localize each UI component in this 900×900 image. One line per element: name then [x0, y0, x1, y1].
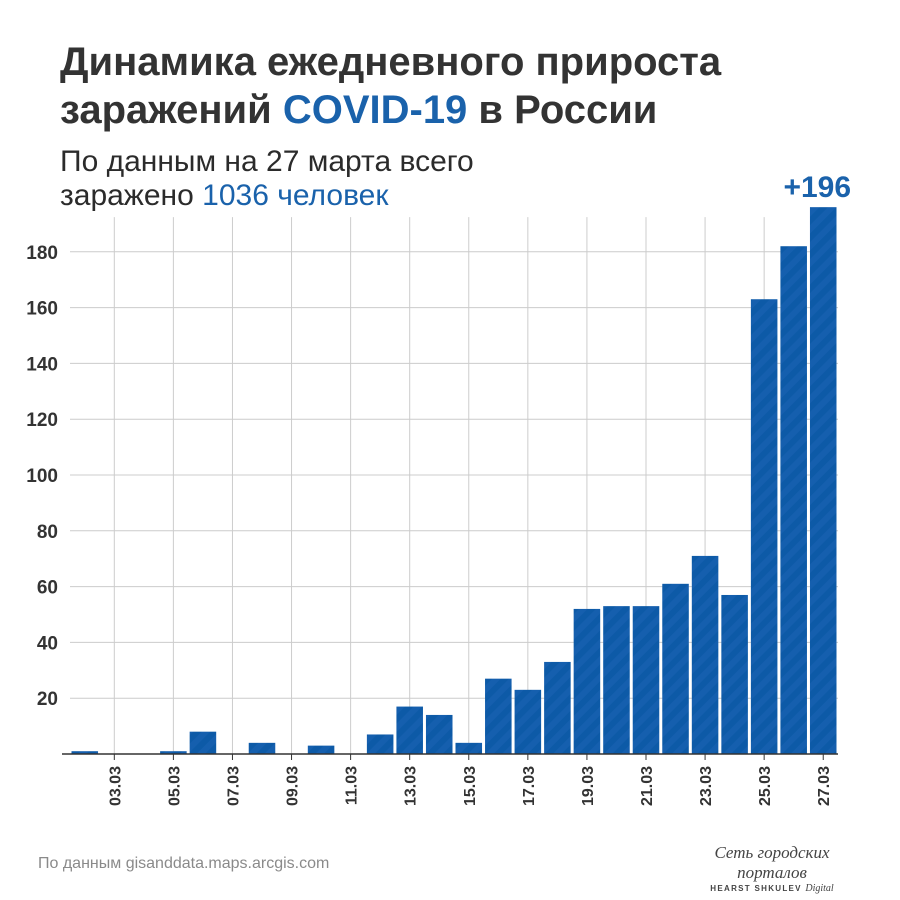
title-line-1: Динамика ежедневного прироста — [60, 40, 722, 84]
bar-18.03 — [544, 661, 571, 754]
y-tick-label: 180 — [26, 243, 58, 264]
bar-25.03 — [750, 299, 778, 754]
bar-27.03 — [809, 207, 837, 754]
bar-20.03 — [603, 606, 630, 754]
bar-24.03 — [721, 594, 748, 754]
subtitle-total: 1036 человек — [202, 179, 389, 212]
bar-10.03 — [307, 745, 335, 754]
logo-line-1: Сеть городских порталов — [714, 843, 830, 882]
peak-annotation: +196 — [783, 171, 851, 204]
y-tick-label: 80 — [37, 522, 58, 543]
bar-02.03 — [71, 751, 99, 754]
x-tick-label: 23.03 — [698, 766, 715, 806]
y-tick-label: 140 — [26, 354, 58, 375]
axes — [62, 753, 838, 760]
x-tick-label: 21.03 — [639, 766, 656, 806]
title-line-2: заражений COVID-19 в России — [60, 86, 860, 134]
bar-15.03 — [455, 742, 483, 754]
bar-05.03 — [160, 751, 187, 754]
chart-subtitle: По данным на 27 марта всего заражено 103… — [60, 145, 780, 213]
x-tick-label: 09.03 — [285, 766, 302, 806]
y-tick-label: 60 — [37, 578, 58, 599]
bar-22.03 — [662, 583, 689, 754]
x-tick-label: 15.03 — [462, 766, 479, 806]
bar-19.03 — [573, 608, 601, 754]
x-tick-label: 17.03 — [521, 766, 538, 806]
chart-title: Динамика ежедневного прироста заражений … — [60, 38, 860, 134]
subtitle-line-2: заражено 1036 человек — [60, 179, 780, 213]
y-tick-label: 160 — [26, 299, 58, 320]
bar-13.03 — [396, 706, 423, 754]
title-accent: COVID-19 — [282, 88, 468, 132]
y-tick-label: 120 — [26, 410, 58, 431]
bar-23.03 — [691, 555, 719, 754]
logo-line-2: HEARST SHKULEV Digital — [682, 883, 862, 895]
tick-labels: 20 40 60 80 100 120 140 160 180 03.03 05.03 07.03 09… — [26, 171, 851, 806]
bars — [71, 207, 837, 754]
y-tick-label: 100 — [26, 466, 58, 487]
title-text: заражений — [60, 88, 283, 132]
x-tick-label: 27.03 — [816, 766, 833, 806]
x-tick-label: 11.03 — [344, 766, 361, 805]
x-tick-label: 25.03 — [757, 766, 774, 806]
bar-12.03 — [366, 734, 394, 754]
subtitle-text: заражено — [60, 179, 203, 212]
bar-14.03 — [425, 714, 453, 754]
y-tick-label: 40 — [37, 633, 58, 654]
x-tick-label: 13.03 — [403, 766, 420, 806]
bar-17.03 — [514, 689, 542, 754]
x-tick-label: 07.03 — [225, 766, 242, 806]
bar-26.03 — [780, 246, 807, 754]
x-tick-label: 05.03 — [166, 766, 183, 806]
subtitle-line-1: По данным на 27 марта всего — [60, 145, 474, 178]
logo-brand-italic: Digital — [805, 883, 834, 894]
bar-16.03 — [485, 678, 512, 754]
title-text-end: в России — [467, 88, 658, 132]
x-tick-label: 03.03 — [107, 766, 124, 806]
y-tick-label: 20 — [37, 689, 58, 710]
x-tick-label: 19.03 — [580, 766, 597, 806]
source-note: По данным gisanddata.maps.arcgis.com — [38, 855, 330, 872]
bar-08.03 — [248, 742, 276, 754]
bar-06.03 — [189, 731, 217, 754]
bar-21.03 — [632, 606, 660, 754]
publisher-logo: Сеть городских порталов HEARST SHKULEV D… — [682, 843, 862, 895]
logo-brand: HEARST SHKULEV — [710, 884, 802, 893]
